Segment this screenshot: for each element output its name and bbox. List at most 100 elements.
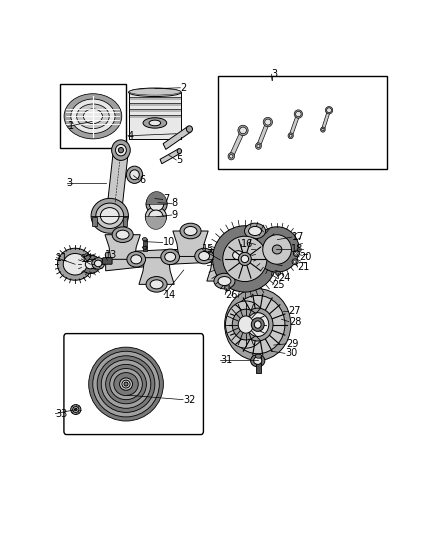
Text: 5: 5 [176, 155, 183, 165]
Ellipse shape [195, 248, 213, 264]
Ellipse shape [263, 235, 291, 264]
Ellipse shape [146, 277, 167, 292]
Text: 12: 12 [81, 254, 94, 264]
Polygon shape [321, 110, 330, 130]
Text: 8: 8 [172, 198, 178, 208]
Ellipse shape [240, 127, 247, 134]
Ellipse shape [180, 223, 201, 239]
Ellipse shape [85, 260, 95, 269]
Ellipse shape [327, 108, 332, 112]
Ellipse shape [116, 230, 129, 239]
Text: 18: 18 [291, 245, 303, 254]
Ellipse shape [272, 245, 282, 254]
Ellipse shape [106, 365, 146, 404]
Text: 2: 2 [180, 83, 187, 93]
Text: 3: 3 [271, 69, 277, 79]
Ellipse shape [254, 357, 262, 365]
Text: 11: 11 [57, 253, 69, 263]
Ellipse shape [142, 238, 147, 241]
Ellipse shape [122, 380, 130, 388]
Ellipse shape [110, 368, 142, 400]
Text: 13: 13 [105, 250, 117, 260]
Polygon shape [270, 231, 293, 265]
Ellipse shape [295, 252, 298, 255]
Ellipse shape [177, 149, 182, 154]
Bar [129, 92, 181, 140]
Polygon shape [105, 235, 140, 260]
Ellipse shape [83, 109, 102, 124]
Ellipse shape [149, 120, 161, 126]
Wedge shape [145, 216, 166, 229]
Ellipse shape [292, 259, 298, 265]
Ellipse shape [294, 110, 303, 118]
Text: 27: 27 [288, 306, 301, 316]
Ellipse shape [74, 408, 77, 411]
Text: 26: 26 [225, 289, 237, 300]
Polygon shape [230, 129, 245, 157]
Text: 16: 16 [241, 239, 253, 249]
Ellipse shape [255, 227, 299, 272]
Ellipse shape [232, 309, 259, 340]
Ellipse shape [93, 351, 159, 417]
Ellipse shape [321, 127, 325, 132]
Ellipse shape [88, 347, 163, 421]
Ellipse shape [80, 255, 101, 273]
Ellipse shape [161, 249, 180, 265]
Ellipse shape [165, 252, 176, 261]
Polygon shape [207, 256, 242, 281]
Ellipse shape [64, 94, 122, 139]
Ellipse shape [244, 223, 265, 239]
Polygon shape [163, 126, 191, 149]
Ellipse shape [149, 210, 163, 223]
Polygon shape [237, 231, 273, 255]
Text: 28: 28 [289, 317, 301, 327]
Ellipse shape [225, 289, 291, 360]
Ellipse shape [238, 125, 248, 135]
Ellipse shape [243, 308, 273, 341]
Ellipse shape [120, 378, 132, 390]
Ellipse shape [254, 321, 261, 328]
Circle shape [226, 286, 229, 289]
Ellipse shape [257, 144, 260, 148]
Ellipse shape [212, 226, 277, 292]
Ellipse shape [129, 88, 181, 96]
Bar [218, 76, 387, 168]
Ellipse shape [296, 111, 301, 117]
Bar [143, 239, 147, 251]
Ellipse shape [263, 117, 272, 127]
Ellipse shape [96, 203, 124, 229]
Circle shape [224, 284, 230, 291]
Ellipse shape [223, 236, 267, 281]
Polygon shape [139, 257, 174, 284]
Ellipse shape [265, 119, 271, 125]
Ellipse shape [101, 360, 151, 408]
Ellipse shape [233, 251, 244, 260]
Polygon shape [289, 113, 300, 136]
Text: 25: 25 [273, 280, 285, 290]
Text: 17: 17 [292, 232, 304, 242]
Ellipse shape [150, 280, 163, 289]
Polygon shape [160, 149, 180, 164]
Ellipse shape [91, 198, 128, 233]
Circle shape [276, 236, 280, 241]
Ellipse shape [288, 133, 293, 139]
Text: 24: 24 [278, 273, 290, 283]
Ellipse shape [214, 273, 235, 289]
Ellipse shape [229, 247, 247, 263]
Ellipse shape [71, 405, 81, 415]
Ellipse shape [199, 252, 209, 261]
Ellipse shape [249, 227, 261, 236]
Ellipse shape [131, 255, 141, 264]
Ellipse shape [218, 277, 231, 286]
Bar [123, 217, 127, 226]
Text: 15: 15 [202, 245, 215, 254]
Ellipse shape [226, 301, 266, 348]
Ellipse shape [116, 144, 127, 156]
Ellipse shape [187, 126, 192, 132]
Text: 1: 1 [68, 122, 74, 131]
Ellipse shape [251, 318, 264, 332]
Text: 4: 4 [128, 131, 134, 141]
Ellipse shape [247, 313, 269, 336]
Ellipse shape [276, 271, 280, 276]
Ellipse shape [228, 153, 234, 160]
